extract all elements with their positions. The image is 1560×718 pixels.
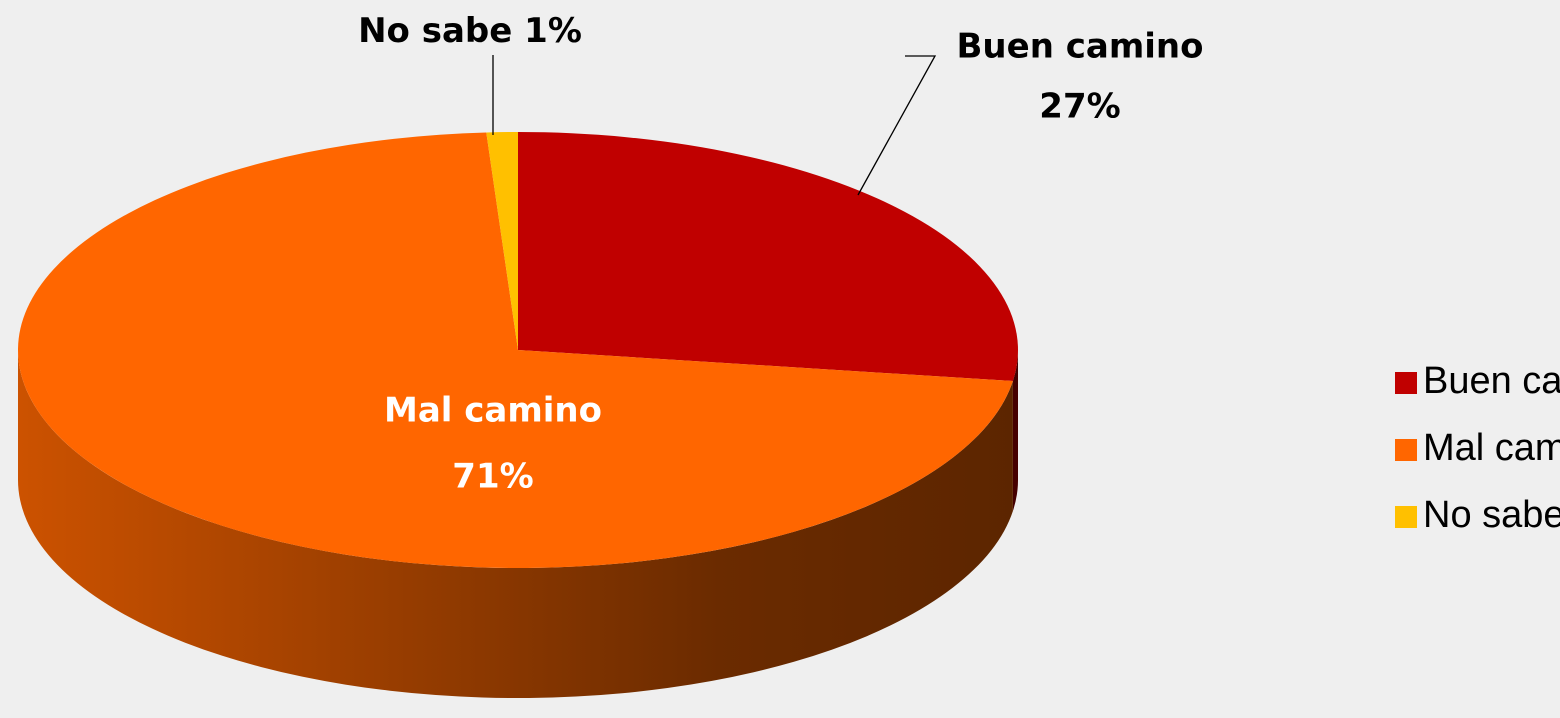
pie-side (1012, 350, 1018, 512)
data-label: No sabe 1% (358, 11, 582, 51)
pie-slice (486, 132, 518, 350)
leader-line (857, 55, 937, 196)
label-value: 71% (452, 457, 533, 497)
label-value: 27% (1039, 87, 1120, 127)
label-category: Mal camino (384, 391, 602, 431)
label-category: No sabe (358, 11, 512, 51)
pie-side (18, 350, 1013, 699)
legend-swatch (1395, 439, 1417, 461)
legend-label: No sabe (1423, 494, 1560, 536)
pie-slice (518, 132, 1018, 382)
pie-slice (17, 132, 1013, 568)
label-value: 1% (524, 11, 582, 51)
legend-label: Buen camino (1423, 360, 1560, 402)
label-category: Buen camino (957, 27, 1204, 67)
legend-swatch (1395, 506, 1417, 528)
legend-label: Mal camino (1423, 427, 1560, 469)
legend-swatch (1395, 372, 1417, 394)
